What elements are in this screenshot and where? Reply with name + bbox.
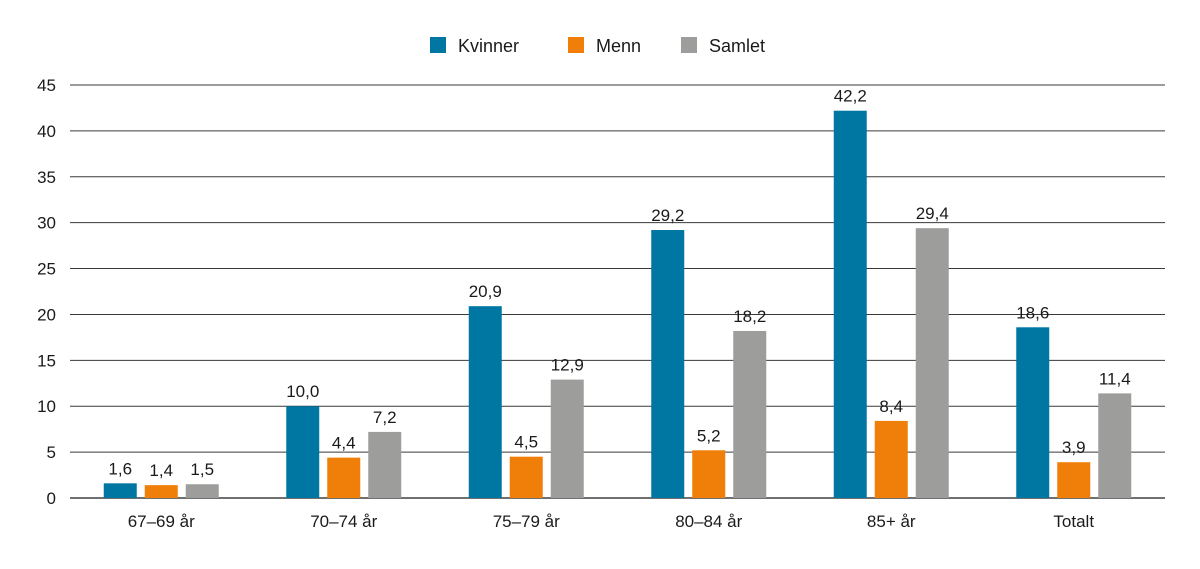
y-tick-label: 30: [37, 214, 56, 233]
x-tick-label: 85+ år: [867, 512, 916, 531]
bar-samlet-5: [1098, 393, 1132, 498]
bar-menn-4: [874, 420, 908, 498]
data-label: 29,2: [651, 206, 684, 225]
data-label: 18,2: [733, 307, 766, 326]
legend-label: Kvinner: [458, 36, 519, 56]
data-label: 8,4: [879, 397, 903, 416]
bar-samlet-2: [550, 379, 584, 498]
bar-menn-3: [692, 450, 726, 498]
bar-menn-2: [509, 456, 543, 498]
bar-samlet-0: [185, 484, 219, 498]
data-label: 42,2: [834, 87, 867, 106]
y-tick-label: 40: [37, 122, 56, 141]
x-tick-label: 70–74 år: [310, 512, 377, 531]
legend-label: Menn: [596, 36, 641, 56]
x-tick-label: 80–84 år: [675, 512, 742, 531]
bar-menn-1: [327, 457, 361, 498]
data-label: 5,2: [697, 426, 721, 445]
y-tick-label: 35: [37, 168, 56, 187]
bar-kvinner-4: [833, 110, 867, 498]
x-tick-label: Totalt: [1053, 512, 1094, 531]
bar-kvinner-0: [103, 483, 137, 498]
bar-samlet-1: [368, 431, 402, 498]
data-label: 10,0: [286, 382, 319, 401]
y-tick-label: 20: [37, 305, 56, 324]
data-label: 1,4: [149, 461, 173, 480]
data-label: 29,4: [916, 204, 949, 223]
data-label: 18,6: [1016, 303, 1049, 322]
data-label: 4,5: [514, 433, 538, 452]
bar-kvinner-1: [286, 406, 320, 498]
data-labels: 1,6 1,4 1,5 10,0 4,4 7,2 20,9 4,5 12,9 29,2 5,2 18,…: [108, 87, 1130, 480]
data-label: 11,4: [1099, 369, 1131, 388]
data-label: 12,9: [551, 356, 584, 375]
bar-kvinner-5: [1016, 327, 1050, 498]
legend-swatch-menn: [568, 37, 584, 53]
y-tick-label: 5: [47, 443, 56, 462]
legend: Kvinner Menn Samlet: [430, 36, 765, 56]
legend-swatch-kvinner: [430, 37, 446, 53]
bar-kvinner-3: [651, 230, 685, 498]
data-label: 1,5: [190, 460, 214, 479]
y-axis: 0 5 10 15 20 25 30 35 40 45: [37, 76, 56, 508]
bar-samlet-3: [733, 330, 767, 498]
legend-swatch-samlet: [681, 37, 697, 53]
x-tick-label: 67–69 år: [128, 512, 195, 531]
data-label: 1,6: [108, 459, 132, 478]
bar-kvinner-2: [468, 306, 502, 498]
x-tick-label: 75–79 år: [493, 512, 560, 531]
bars: [103, 110, 1132, 498]
gridlines: [70, 84, 1165, 499]
y-tick-label: 25: [37, 260, 56, 279]
y-tick-label: 10: [37, 397, 56, 416]
y-tick-label: 45: [37, 76, 56, 95]
bar-menn-0: [144, 485, 178, 498]
bar-samlet-4: [915, 228, 949, 498]
data-label: 20,9: [469, 282, 502, 301]
data-label: 3,9: [1062, 438, 1086, 457]
x-axis: 67–69 år 70–74 år 75–79 år 80–84 år 85+ år To…: [128, 512, 1095, 531]
y-tick-label: 0: [47, 489, 56, 508]
data-label: 4,4: [332, 434, 356, 453]
data-label: 7,2: [373, 408, 397, 427]
bar-menn-5: [1057, 462, 1091, 498]
legend-label: Samlet: [709, 36, 765, 56]
y-tick-label: 15: [37, 351, 56, 370]
